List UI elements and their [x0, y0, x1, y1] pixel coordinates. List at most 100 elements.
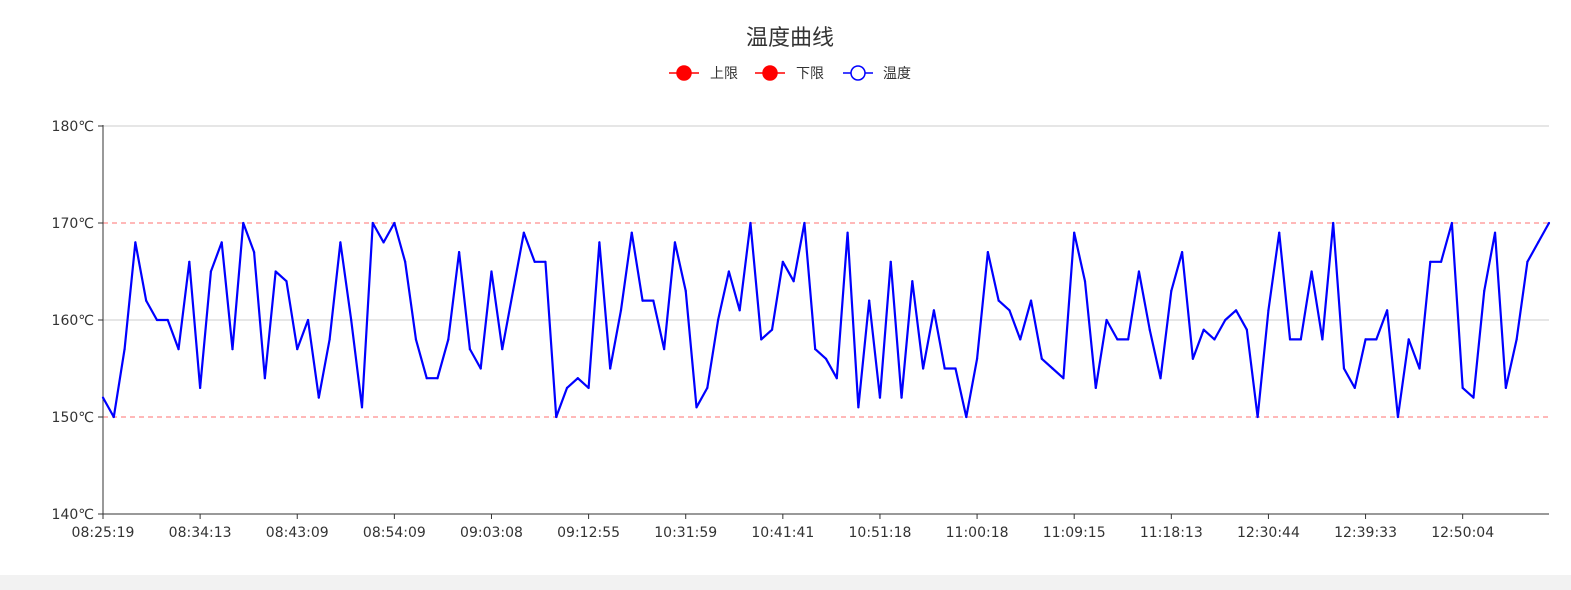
temperature-point — [727, 270, 730, 273]
temperature-point — [846, 231, 849, 234]
x-tick-label: 08:54:09 — [363, 525, 426, 541]
temperature-point — [922, 367, 925, 370]
temperature-point — [954, 367, 957, 370]
temperature-point — [360, 406, 364, 409]
temperature-point — [652, 299, 655, 302]
temperature-point — [1342, 367, 1346, 370]
temperature-point — [1547, 221, 1551, 225]
legend-marker-icon-1 — [676, 65, 692, 81]
temperature-point — [770, 328, 774, 331]
temperature-point — [1515, 338, 1518, 341]
x-tick-label: 10:41:41 — [751, 525, 814, 541]
x-tick-label: 08:34:13 — [169, 525, 232, 541]
temperature-point — [1526, 260, 1529, 263]
x-tick-label: 12:30:44 — [1237, 525, 1300, 541]
temperature-point — [986, 251, 989, 254]
temperature-point — [965, 415, 968, 419]
x-tick-label: 12:50:04 — [1431, 525, 1494, 541]
temperature-point — [447, 338, 450, 341]
legend-marker-icon-3 — [850, 65, 866, 81]
temperature-point — [1288, 338, 1292, 341]
temperature-point — [609, 367, 612, 370]
temperature-point — [458, 251, 461, 254]
temperature-point — [1407, 338, 1410, 341]
temperature-point — [533, 260, 536, 263]
temperature-point — [544, 260, 547, 263]
legend-label-1: 上限 — [710, 66, 738, 82]
temperature-point — [393, 221, 396, 225]
temperature-point — [587, 386, 590, 389]
legend-label-3: 温度 — [883, 66, 911, 82]
temperature-point — [350, 318, 353, 322]
temperature-point — [1439, 260, 1443, 263]
temperature-point — [641, 299, 644, 302]
temperature-point — [501, 348, 504, 351]
temperature-point — [878, 396, 882, 399]
temperature-point — [1040, 357, 1043, 360]
temperature-point — [565, 386, 569, 389]
temperature-point — [911, 280, 914, 283]
temperature-point — [1062, 377, 1065, 380]
temperature-point — [371, 221, 374, 225]
temperature-point — [738, 309, 741, 312]
temperature-point — [317, 396, 320, 399]
temperature-point — [1450, 221, 1453, 225]
temperature-point — [112, 415, 115, 419]
temperature-point — [490, 270, 493, 273]
temperature-point — [673, 241, 677, 244]
temperature-point — [1429, 260, 1432, 263]
temperature-point — [576, 377, 579, 380]
x-tick-label: 10:51:18 — [849, 525, 912, 541]
temperature-point — [1321, 338, 1324, 341]
axes: 140℃ 150℃ 160℃ 170℃ 180℃ 08:25:19 08:34:13 08:4… — [52, 119, 1549, 541]
temperature-point — [242, 221, 245, 225]
chart-title: 温度曲线 — [746, 26, 834, 51]
temperature-point — [1213, 338, 1216, 341]
temperature-point — [749, 221, 752, 225]
temperature-point — [824, 357, 828, 360]
temperature-point — [997, 299, 1000, 302]
temperature-point — [1353, 386, 1356, 389]
x-tick-label: 09:12:55 — [557, 525, 620, 541]
temperature-point — [468, 348, 471, 351]
temperature-point — [479, 367, 482, 370]
series-layer — [101, 221, 1551, 419]
temperature-point — [145, 299, 148, 302]
temperature-point — [803, 221, 806, 225]
temperature-point — [1245, 328, 1248, 331]
temperature-point — [231, 348, 234, 351]
temperature-point — [274, 270, 277, 273]
x-tick-label: 08:25:19 — [72, 525, 135, 541]
x-tick-label: 11:09:15 — [1043, 525, 1106, 541]
temperature-point — [619, 309, 623, 312]
temperature-point — [900, 396, 903, 399]
temperature-point — [1127, 338, 1130, 341]
temperature-point — [857, 406, 860, 409]
bottom-bar — [0, 575, 1571, 590]
temperature-point — [134, 241, 137, 244]
temperature-point — [1181, 251, 1184, 254]
temperature-point — [1504, 386, 1507, 389]
y-tick-label: 150℃ — [52, 410, 94, 426]
temperature-point — [598, 241, 601, 244]
temperature-point — [382, 241, 385, 244]
temperature-point — [1073, 231, 1076, 234]
temperature-point — [781, 260, 784, 263]
temperature-point — [1159, 377, 1162, 380]
temperature-point — [975, 357, 979, 360]
temperature-point — [263, 377, 266, 380]
temperature-point — [285, 280, 288, 283]
temperature-point — [1278, 231, 1281, 234]
temperature-point — [1537, 241, 1540, 244]
temperature-point — [932, 309, 936, 312]
temperature-point — [1386, 309, 1389, 312]
temperature-point — [1234, 309, 1238, 312]
temperature-point — [1202, 328, 1205, 331]
temperature-point — [1332, 221, 1335, 225]
temperature-point — [889, 260, 892, 263]
temperature-point — [328, 338, 331, 341]
temperature-point — [339, 241, 342, 244]
legend-label-2: 下限 — [796, 66, 824, 82]
temperature-point — [1472, 396, 1475, 399]
temperature-point — [166, 318, 169, 322]
